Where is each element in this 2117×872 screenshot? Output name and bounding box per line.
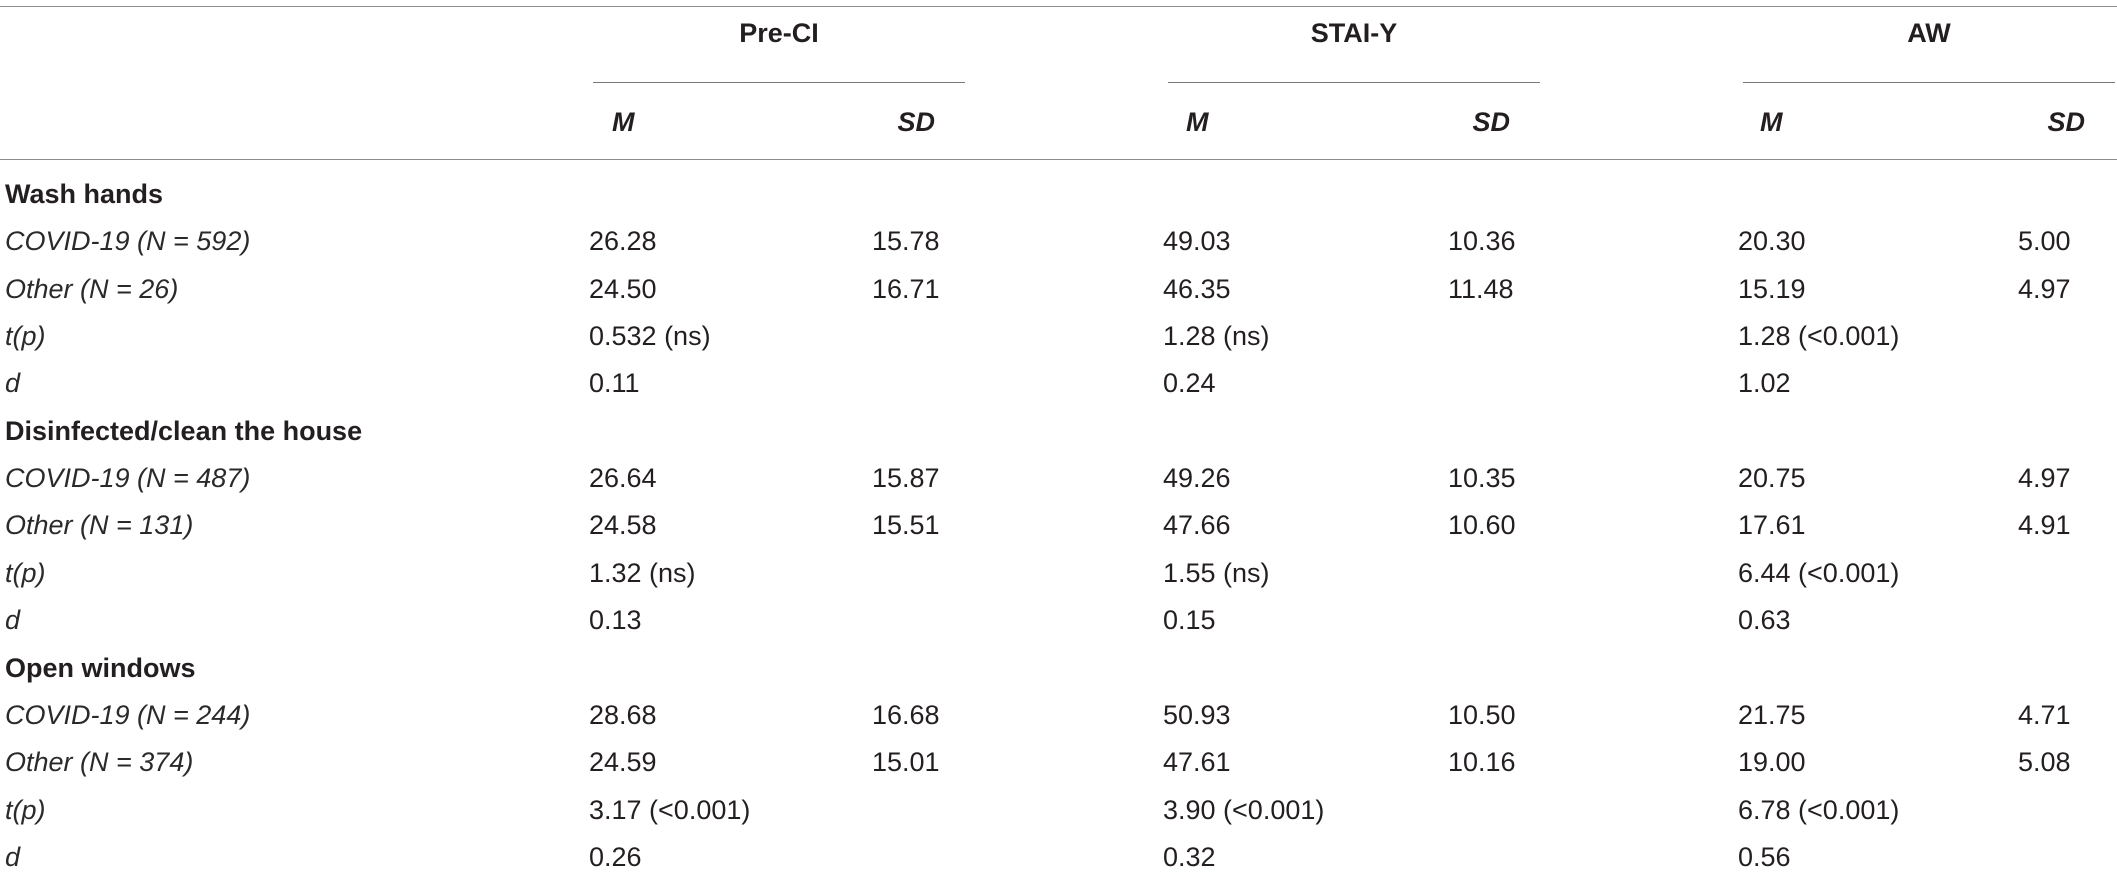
subheader-pre-ci-m: M [612,107,635,137]
table-cell: 16.71 [872,273,940,304]
table-cell: 4.71 [2018,699,2071,730]
table-cell: 10.60 [1448,510,1516,541]
group-underline-pre-ci [593,82,965,83]
table-cell: 15.78 [872,226,940,257]
table-cell: 6.78 (<0.001) [1738,794,1900,825]
table-cell: 0.532 (ns) [589,321,711,352]
header-rule [0,159,2117,160]
table-cell: 0.56 [1738,841,1791,872]
table-cell: 10.36 [1448,226,1516,257]
table-cell: 4.97 [2018,463,2071,494]
table-cell: 1.02 [1738,368,1791,399]
table-cell: 20.75 [1738,463,1806,494]
row-label: Other (N = 26) [5,273,179,304]
group-underline-aw [1743,82,2115,83]
table-cell: 11.48 [1448,273,1514,304]
subheader-aw-m: M [1760,107,1783,137]
row-label: Other (N = 374) [5,747,194,778]
table-cell: 10.50 [1448,699,1516,730]
group-underline-stai-y [1168,82,1540,83]
table-cell: 0.11 [589,368,640,399]
table-cell: 5.00 [2018,226,2071,257]
table-cell: 0.13 [589,605,642,636]
table-cell: 10.35 [1448,463,1516,494]
subheader-stai-y-m: M [1186,107,1209,137]
table-cell: 1.28 (ns) [1163,321,1270,352]
row-label: d [5,841,21,872]
row-label: d [5,368,21,399]
table-cell: 17.61 [1738,510,1806,541]
table-cell: 20.30 [1738,226,1806,257]
subheader-aw-sd: SD [2047,107,2085,137]
table-cell: 46.35 [1163,273,1231,304]
table-cell: 5.08 [2018,747,2071,778]
table-cell: 47.66 [1163,510,1231,541]
table-cell: 19.00 [1738,747,1806,778]
table-cell: 15.19 [1738,273,1806,304]
table-cell: 1.32 (ns) [589,557,696,588]
table-cell: 26.64 [589,463,657,494]
table-cell: 0.32 [1163,841,1216,872]
table-cell: 0.15 [1163,605,1216,636]
table-cell: 3.17 (<0.001) [589,794,751,825]
top-rule [0,6,2117,7]
row-label: t(p) [5,794,46,825]
table-cell: 16.68 [872,699,940,730]
table-cell: 0.24 [1163,368,1216,399]
table-cell: 15.87 [872,463,940,494]
section-title: Disinfected/clean the house [5,415,363,446]
table-cell: 49.26 [1163,463,1231,494]
table-cell: 50.93 [1163,699,1231,730]
subheader-pre-ci-sd: SD [897,107,935,137]
row-label: COVID-19 (N = 592) [5,226,251,257]
table-cell: 4.97 [2018,273,2071,304]
table-cell: 24.50 [589,273,657,304]
row-label: COVID-19 (N = 244) [5,699,251,730]
table-cell: 24.59 [589,747,657,778]
table-cell: 1.55 (ns) [1163,557,1270,588]
table-cell: 0.63 [1738,605,1791,636]
group-header-stai-y: STAI-Y [1310,18,1398,48]
group-header-aw: AW [1907,18,1951,48]
row-label: t(p) [5,557,46,588]
table-cell: 4.91 [2018,510,2071,541]
table-cell: 49.03 [1163,226,1231,257]
section-title: Open windows [5,652,196,683]
table-cell: 21.75 [1738,699,1806,730]
row-label: t(p) [5,321,46,352]
group-header-pre-ci: Pre-CI [739,18,819,48]
table-cell: 26.28 [589,226,657,257]
row-label: COVID-19 (N = 487) [5,463,251,494]
row-label: d [5,605,21,636]
subheader-stai-y-sd: SD [1472,107,1510,137]
table-cell: 28.68 [589,699,657,730]
table-cell: 15.51 [872,510,940,541]
table-cell: 3.90 (<0.001) [1163,794,1325,825]
table-cell: 6.44 (<0.001) [1738,557,1900,588]
table-cell: 10.16 [1448,747,1516,778]
table-cell: 15.01 [872,747,940,778]
table-cell: 1.28 (<0.001) [1738,321,1900,352]
section-title: Wash hands [5,179,164,209]
row-label: Other (N = 131) [5,510,194,541]
table-cell: 24.58 [589,510,657,541]
table-cell: 0.26 [589,841,642,872]
table-cell: 47.61 [1163,747,1231,778]
